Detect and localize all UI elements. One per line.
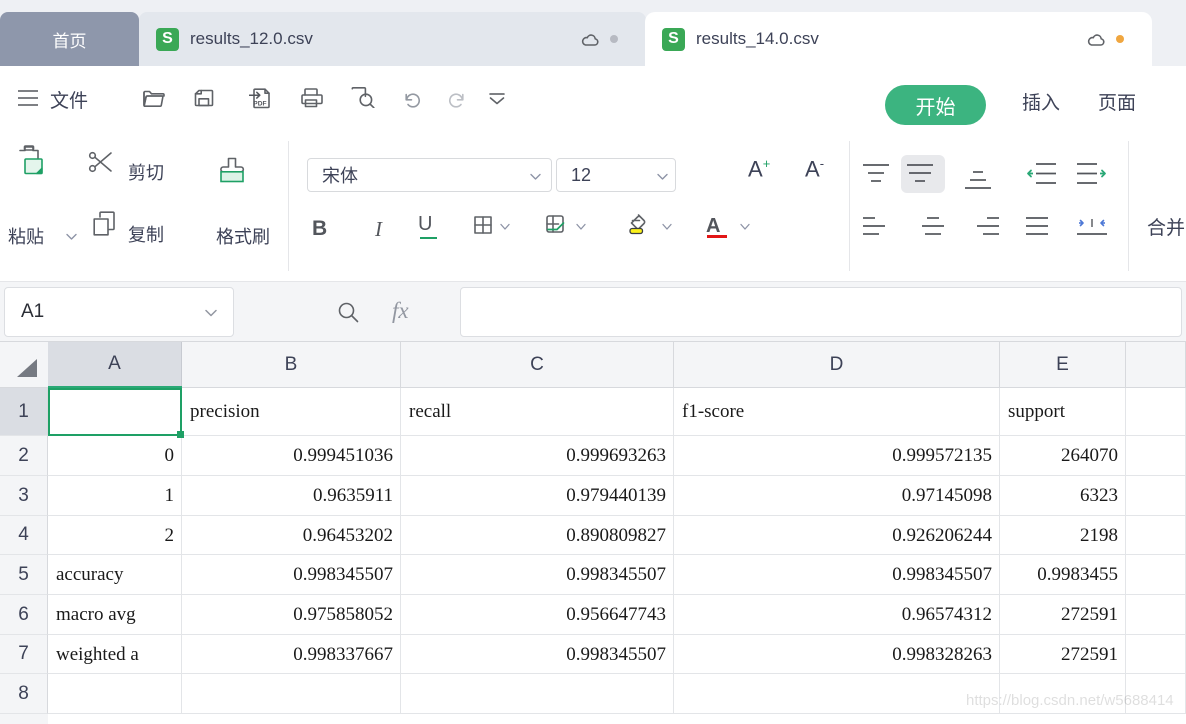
svg-text:PDF: PDF xyxy=(253,100,266,107)
